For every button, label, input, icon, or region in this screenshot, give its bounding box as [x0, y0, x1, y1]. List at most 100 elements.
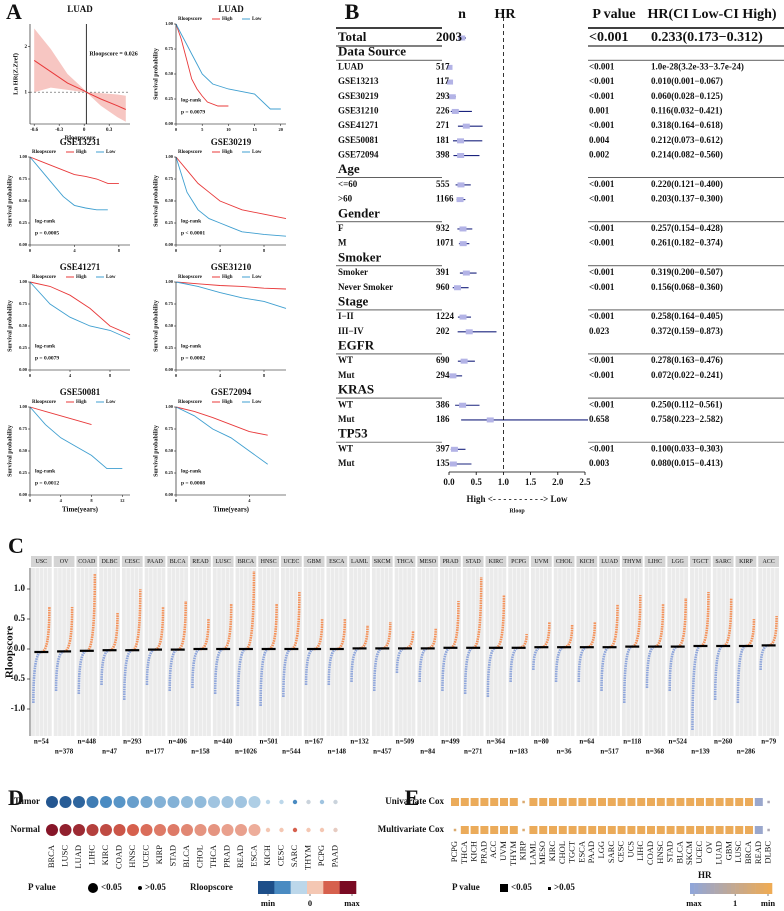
column-label: SKCM [684, 841, 694, 866]
cell [558, 798, 567, 806]
cell [509, 798, 518, 806]
category-band [508, 568, 529, 736]
cell [568, 826, 577, 834]
row-label: Tumor [14, 796, 40, 806]
dot [59, 824, 72, 836]
x-axis-title: Rloop [509, 508, 525, 514]
category-band [144, 568, 166, 736]
category-strip [212, 556, 234, 567]
dot [59, 796, 72, 808]
column-label: BRCA [46, 844, 56, 868]
dot [292, 827, 298, 833]
colorbar-segment [763, 883, 769, 894]
cell [578, 798, 587, 806]
row-ci: 0.010(0.001−0.067) [651, 76, 723, 86]
column-label: BRCA [743, 840, 753, 864]
column-label: LAML [527, 841, 537, 865]
chart-title: GSE31210 [211, 262, 252, 272]
row-label: >60 [338, 194, 353, 204]
dot [46, 796, 58, 808]
category-band [599, 568, 620, 736]
category-band [417, 568, 439, 736]
column-label: HNSC [655, 841, 665, 864]
category-strip [599, 556, 620, 567]
survival-curve [29, 406, 123, 470]
y-tick-label: 0.75 [165, 176, 174, 181]
high-points [472, 576, 483, 650]
category-strip [281, 556, 302, 567]
y-tick-label: 0.00 [165, 121, 174, 126]
category-label: TGCT [693, 559, 709, 565]
p-value: p = 0.0079 [181, 109, 205, 115]
x-axis-title: Time(years) [62, 506, 99, 514]
n-label: n=148 [328, 748, 347, 756]
category-strip [303, 556, 325, 567]
column-label: KIRC [547, 841, 557, 862]
column-label: HNSC [127, 845, 137, 868]
category-band [76, 568, 98, 736]
x-tick-label: 0 [29, 373, 32, 378]
row-label: Mut [338, 370, 355, 380]
row-label: Smoker [338, 267, 368, 277]
n-label: n=79 [761, 738, 776, 746]
colorbar-segment [755, 883, 760, 894]
n-label: n=293 [123, 738, 142, 746]
category-strip [258, 556, 279, 567]
low-points [622, 645, 633, 704]
x-tick-label: 0 [175, 373, 178, 378]
n-label: n=286 [737, 748, 756, 756]
category-band [235, 568, 257, 736]
dot [73, 824, 85, 836]
x-tick-label: 0 [175, 498, 178, 503]
column-label: KIRP [518, 841, 528, 861]
y-tick-label: 1 [25, 90, 28, 95]
cell [460, 798, 469, 806]
colorbar-segment [274, 881, 291, 894]
y-tick-label: 1.00 [19, 279, 28, 284]
category-band [349, 568, 370, 736]
x-tick-label: 0.5 [471, 477, 483, 487]
colorbar-segment [702, 883, 707, 894]
row-p-value: <0.001 [589, 311, 615, 321]
y-tick-label: 0.75 [19, 426, 28, 431]
category-label: DLBC [102, 559, 118, 565]
category-strip [690, 556, 711, 567]
low-points [736, 644, 747, 704]
cell [666, 826, 675, 834]
row-ci: 0.080(0.015−0.413) [651, 458, 723, 468]
dot [265, 827, 271, 833]
row-ci: 0.100(0.033−0.303) [651, 443, 723, 453]
cell [715, 826, 724, 834]
legend-title: Rloopscore [178, 17, 203, 22]
y-tick-label: -0.5 [11, 673, 26, 683]
y-tick-label: 0.25 [165, 220, 174, 225]
x-tick-label: 0 [29, 248, 32, 253]
y-tick-label: 0.00 [165, 242, 174, 247]
legend-label: Low [106, 150, 116, 155]
n-label: n=132 [350, 738, 369, 746]
row-label: GSE31210 [338, 106, 379, 116]
row-n: 117 [436, 76, 450, 86]
category-strip [326, 556, 348, 567]
annotation: log-rank [181, 218, 202, 224]
survival-curve [29, 281, 131, 336]
column-label: SARC [606, 841, 616, 864]
hr-box [486, 417, 494, 423]
cell [647, 798, 655, 806]
dot [221, 824, 234, 836]
category-band [690, 568, 711, 736]
row-n: 1166 [436, 194, 454, 204]
category-strip [349, 556, 370, 567]
column-label: CESC [616, 841, 626, 863]
row-n: 391 [436, 267, 450, 277]
row-ci: 0.060(0.028−0.125) [651, 91, 723, 101]
annotation: log-rank [35, 343, 56, 349]
y-tick-label: 0.75 [19, 176, 28, 181]
category-strip [394, 556, 416, 567]
chart-title: GSE13231 [60, 137, 101, 147]
column-label: DLBC [763, 841, 773, 864]
cell [451, 798, 459, 806]
high-points [245, 570, 256, 651]
y-tick-label: 0.00 [165, 492, 174, 497]
category-label: COAD [78, 559, 96, 565]
